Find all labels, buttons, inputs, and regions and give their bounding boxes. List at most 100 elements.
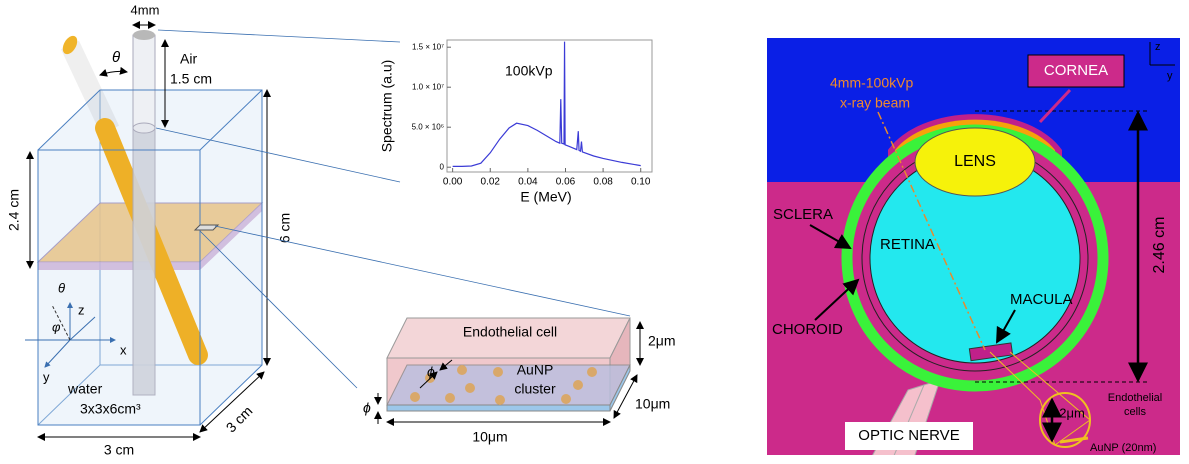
cell-base-edge (386, 404, 611, 412)
label: 4mm (131, 2, 160, 17)
label: 6 cm (277, 213, 293, 243)
label: Air (180, 51, 197, 67)
x-tick-label: 0.04 (518, 177, 538, 188)
axis (44, 339, 71, 368)
pointer (809, 224, 852, 249)
callout (214, 225, 631, 317)
np-layer (1059, 436, 1089, 444)
probe-cap (132, 122, 156, 134)
pointer (814, 278, 860, 321)
label: y (1167, 70, 1173, 82)
slab-edge (38, 262, 200, 270)
callout (199, 230, 358, 389)
x-tick-label: 0.00 (443, 177, 463, 188)
label: x-ray beam (840, 95, 910, 111)
label: 10μm (472, 429, 507, 445)
label: 3x3x6cm³ (80, 401, 141, 417)
axis (51, 304, 71, 341)
label: 10μm (635, 396, 670, 412)
label: LENS (954, 153, 996, 170)
y-axis-label: Spectrum (a.u) (379, 60, 395, 153)
nanoparticle (573, 380, 583, 390)
nanoparticle (457, 365, 467, 375)
nanoparticle (561, 394, 571, 404)
eye-model: 2.46 cm z y CORNEA 4mm-100kVp x-ray beam… (767, 38, 1180, 455)
x-axis-label: E (MeV) (520, 189, 571, 205)
label: cluster (514, 381, 556, 397)
label: 1.5 cm (170, 71, 212, 87)
label: 3 cm (223, 403, 256, 436)
spectrum-chart: 100kVp Spectrum (a.u) E (MeV) 0.00 0.02 0.… (379, 39, 653, 205)
label: 2.4 cm (6, 189, 22, 231)
pointer (1038, 88, 1072, 124)
phantom: 4mm θ Air 1.5 cm 2.4 cm 6 cm 3 cm 3 cm θ… (6, 2, 293, 457)
nanoparticle (445, 393, 455, 403)
cell-marker (193, 224, 220, 231)
x-tick-label: 0.06 (556, 177, 576, 188)
label: y (43, 369, 50, 384)
beam-cap (62, 35, 78, 55)
label: 2μm (1059, 405, 1085, 420)
label: θ (58, 280, 65, 295)
y-tick-label: 1.5 × 10⁷ (412, 42, 444, 51)
plot-frame (446, 39, 653, 173)
spectrum-line (452, 41, 641, 167)
label: MACULA (1010, 291, 1073, 308)
probe-cap (133, 30, 155, 40)
label-box (845, 422, 973, 450)
label: AuNP (517, 362, 554, 378)
edge (37, 364, 101, 426)
macula-cells (968, 342, 1014, 362)
label: Endothelial cell (463, 324, 557, 340)
nanoparticle (410, 392, 420, 402)
label: RETINA (880, 236, 935, 253)
label: AuNP (20nm) (1090, 442, 1156, 454)
callout (155, 127, 401, 183)
label: ϕ (363, 400, 371, 416)
label: z (78, 302, 85, 317)
pointer (996, 309, 1016, 344)
callout (157, 29, 401, 43)
axis (69, 316, 96, 341)
label-box (1027, 54, 1125, 88)
lens (914, 127, 1036, 197)
beam-air (60, 40, 120, 135)
dim-arrow (199, 371, 265, 433)
nanoparticle (495, 395, 505, 405)
y-tick-label: 1.0 × 10⁷ (412, 82, 444, 91)
y-tick-label: 5.0 × 10⁶ (412, 122, 444, 131)
label: 3 cm (104, 442, 134, 458)
angle-arrow (99, 66, 128, 77)
cell-slab: Endothelial cell AuNP cluster ϕ 2μm ϕ 10… (363, 317, 676, 445)
dim-arrow (439, 359, 453, 371)
label: 4mm-100kVp (830, 75, 913, 91)
label: φ (52, 319, 61, 334)
label: CORNEA (1044, 62, 1108, 79)
annotation: 100kVp (505, 63, 553, 79)
edge (37, 149, 201, 426)
label: θ (112, 49, 120, 66)
probe-air (132, 34, 156, 129)
label: SCLERA (773, 206, 833, 223)
nanoparticle (587, 367, 597, 377)
dim-arrow (613, 374, 638, 419)
nanoparticle (493, 367, 503, 377)
nanoparticle (465, 383, 475, 393)
slab-edge (200, 203, 262, 270)
x-tick-label: 0.08 (593, 177, 613, 188)
y-tick-label: 0 (440, 162, 445, 171)
label: water (67, 381, 103, 397)
probe (132, 127, 156, 396)
x-tick-label: 0.10 (631, 177, 651, 188)
label: Endothelial (1108, 392, 1162, 404)
label: 2μm (648, 333, 676, 349)
dim-arrow (419, 371, 438, 389)
label: x (120, 342, 127, 357)
x-tick-label: 0.02 (481, 177, 501, 188)
beam-path (877, 111, 986, 351)
label: cells (1124, 406, 1147, 418)
label: CHOROID (772, 321, 843, 338)
label: OPTIC NERVE (858, 427, 959, 444)
